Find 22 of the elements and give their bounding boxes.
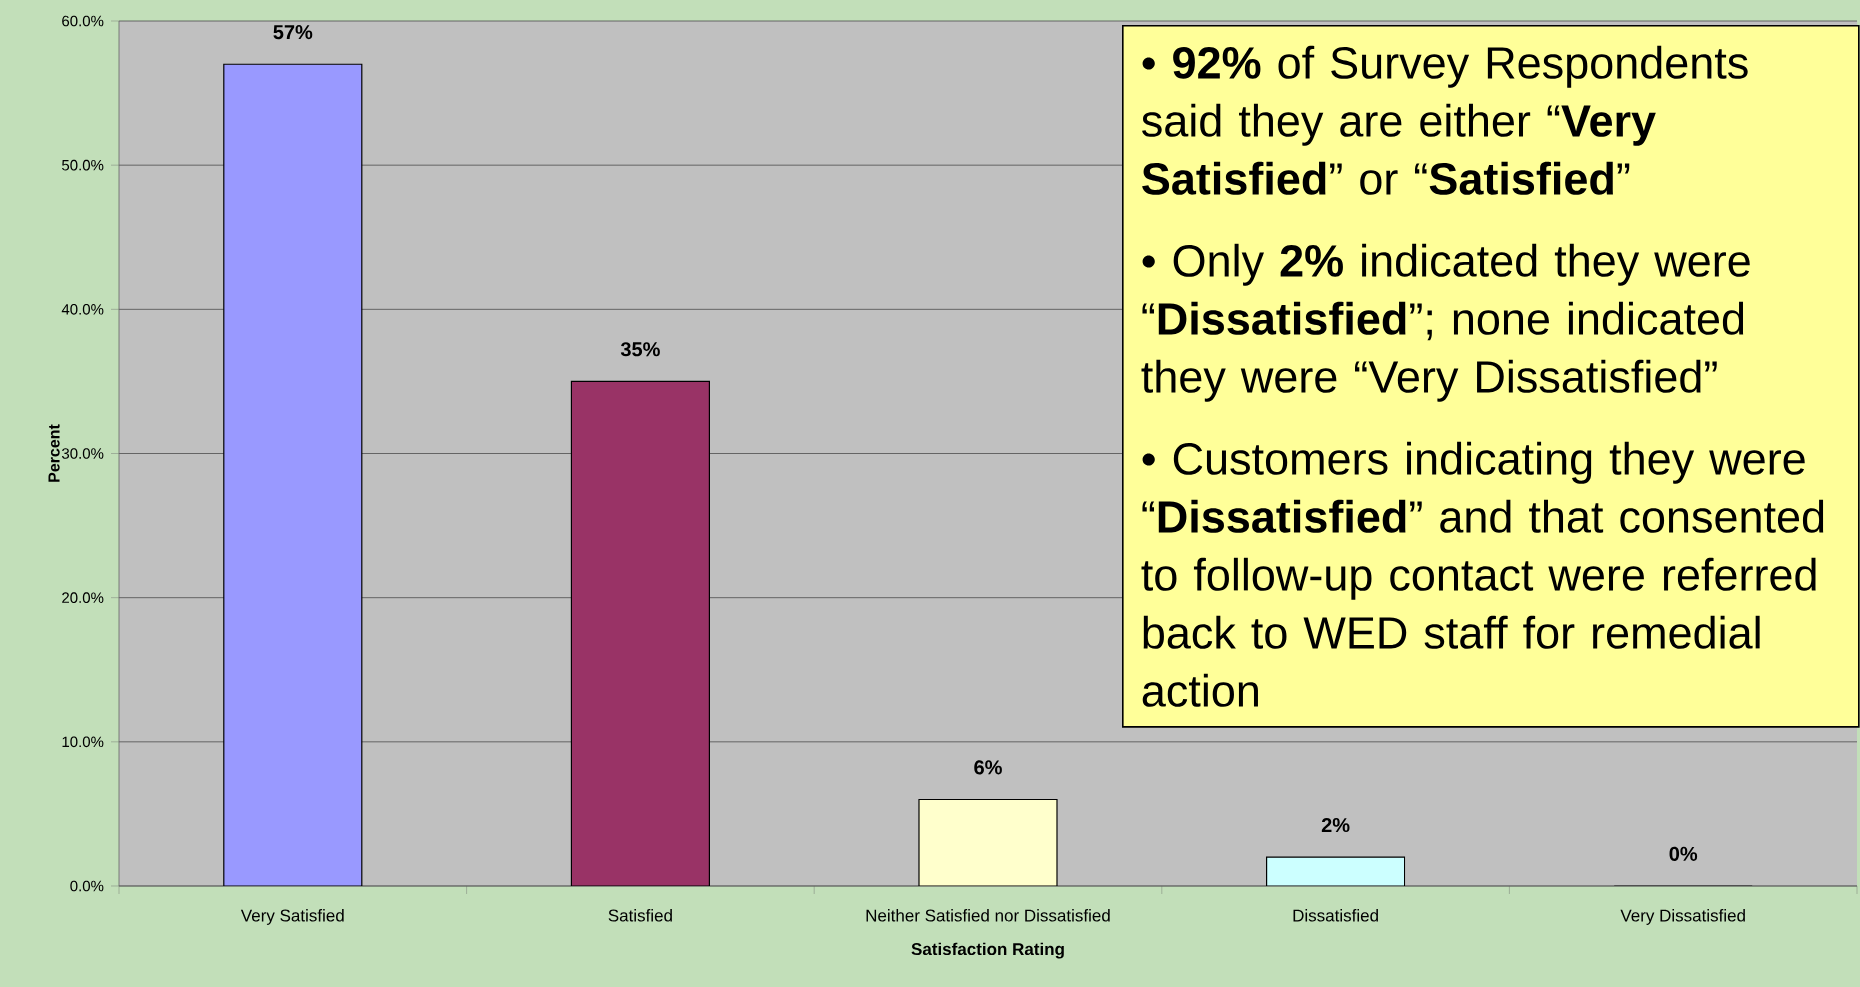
x-tick-label: Dissatisfied (1293, 909, 1378, 922)
y-tick-label: 50.0% (62, 159, 104, 171)
x-tick-label: Very Dissatisfied (1620, 909, 1745, 925)
data-label: 35% (620, 342, 660, 357)
y-tick-label: 20.0% (62, 592, 104, 603)
x-tick-label: Satisfied (608, 909, 672, 922)
text: • 92% of Survey Respondents said they are either “Very Satisfied” or “Satisfied” (1142, 45, 1748, 195)
text: • Only 2% indicated they were “Dissatisfied”; none indicated they were “Very Dissatisfied” (1141, 243, 1750, 402)
x-tick-label: Very Satisfied (240, 909, 344, 925)
data-label: 0% (1669, 846, 1698, 861)
x-tick-label: Neither Satisfied nor Dissatisfied (866, 909, 1110, 922)
annotation: • Customers indicating they were “Dissatisfied” and that consented to follow-up contact were referred back to WED staff for remedial action (1141, 441, 1824, 707)
data-label: 57% (273, 25, 313, 40)
x-axis-title: Satisfaction Rating (911, 942, 1064, 959)
data-label: 2% (1321, 817, 1350, 833)
y-tick-label: 10.0% (62, 736, 104, 748)
data-label: 6% (974, 760, 1002, 775)
y-axis-title: Percent (48, 424, 60, 482)
y-tick-label: 60.0% (62, 15, 104, 27)
y-tick-label: 30.0% (61, 448, 104, 459)
y-tick-label: 0.0% (70, 880, 104, 892)
y-tick-label: 40.0% (61, 304, 104, 315)
